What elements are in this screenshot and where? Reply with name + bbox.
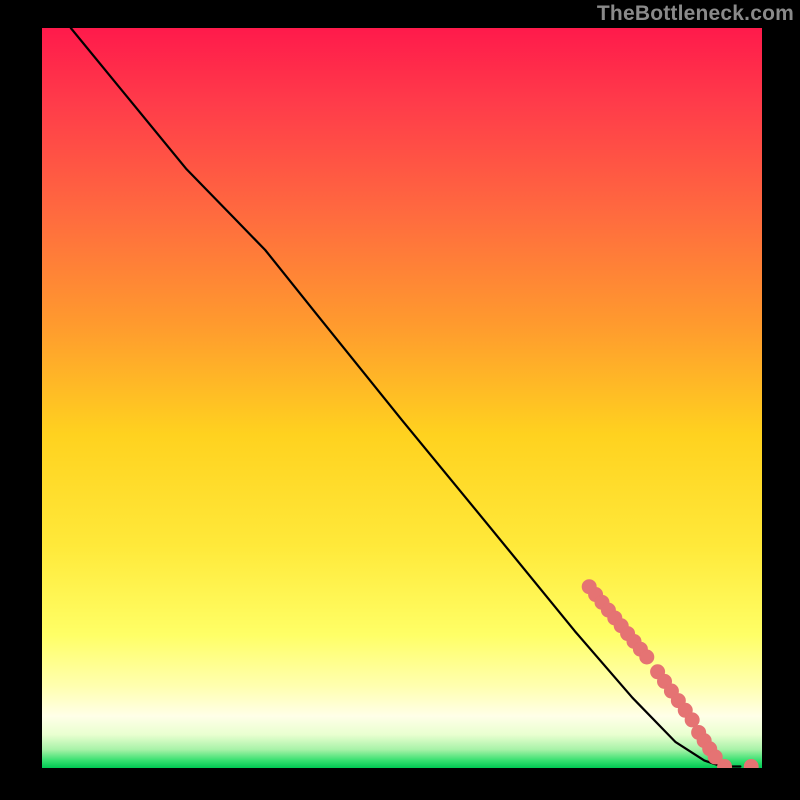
plot-area	[42, 28, 762, 768]
data-point	[685, 713, 699, 727]
chart-frame: TheBottleneck.com	[0, 0, 800, 800]
plot-svg	[42, 28, 762, 768]
data-point	[640, 650, 654, 664]
watermark-text: TheBottleneck.com	[597, 2, 794, 26]
